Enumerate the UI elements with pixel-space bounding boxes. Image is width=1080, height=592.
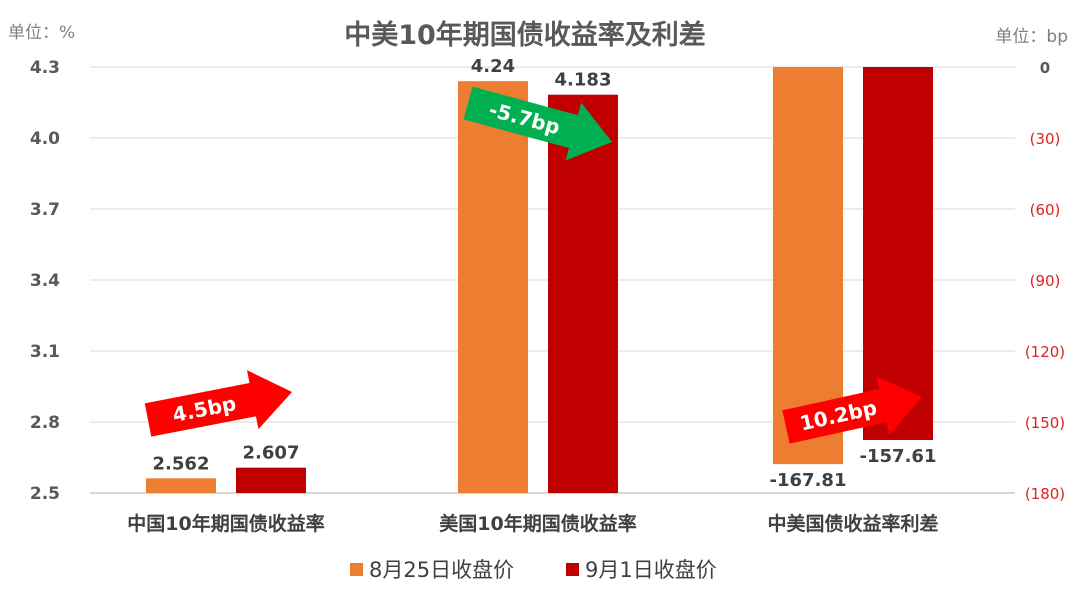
right-tick-label: (30) bbox=[1030, 130, 1061, 148]
bars bbox=[146, 67, 933, 493]
legend-label: 9月1日收盘价 bbox=[585, 558, 717, 582]
right-tick-label: (120) bbox=[1025, 343, 1065, 361]
data-label: 2.562 bbox=[153, 453, 210, 474]
legend-swatch bbox=[350, 563, 363, 576]
bar-sep1-0 bbox=[236, 467, 306, 493]
category-label: 中美国债收益率利差 bbox=[767, 512, 938, 535]
right-tick-label: (60) bbox=[1030, 201, 1061, 219]
legend-label: 8月25日收盘价 bbox=[369, 558, 514, 582]
change-arrow: 4.5bp bbox=[144, 370, 292, 437]
bar-sep1-1 bbox=[548, 94, 618, 493]
left-tick-label: 3.7 bbox=[30, 200, 60, 220]
right-tick-label: 0 bbox=[1040, 59, 1050, 77]
data-label: 4.24 bbox=[471, 56, 515, 77]
right-tick-label: (90) bbox=[1030, 272, 1061, 290]
bar-aug25-1 bbox=[458, 81, 528, 493]
right-tick-label: (180) bbox=[1025, 485, 1065, 503]
bar-aug25-2 bbox=[773, 67, 843, 465]
bar-aug25-0 bbox=[146, 478, 216, 493]
chart-title: 中美10年期国债收益率及利差 bbox=[344, 19, 706, 51]
left-tick-label: 4.0 bbox=[30, 129, 60, 149]
left-tick-label: 3.1 bbox=[30, 342, 60, 362]
arrow-shape bbox=[782, 376, 922, 444]
left-tick-label: 3.4 bbox=[30, 271, 60, 291]
category-label: 中国10年期国债收益率 bbox=[127, 512, 324, 535]
category-labels: 中国10年期国债收益率 美国10年期国债收益率 中美国债收益率利差 bbox=[127, 512, 938, 535]
arrow-shape bbox=[144, 370, 292, 437]
left-tick-label: 4.3 bbox=[30, 58, 60, 78]
right-axis-ticks: 0 (30) (60) (90) (120) (150) (180) bbox=[1025, 59, 1065, 503]
right-tick-label: (150) bbox=[1025, 414, 1065, 432]
data-labels: 2.562 2.607 4.24 4.183 -167.81 -157.61 bbox=[153, 56, 937, 491]
bar-sep1-2 bbox=[863, 67, 933, 441]
data-label: -167.81 bbox=[770, 470, 847, 491]
category-label: 美国10年期国债收益率 bbox=[439, 512, 636, 535]
left-axis-ticks: 4.3 4.0 3.7 3.4 3.1 2.8 2.5 bbox=[30, 58, 60, 504]
legend-swatch bbox=[566, 563, 579, 576]
legend: 8月25日收盘价 9月1日收盘价 bbox=[350, 558, 717, 582]
left-axis-unit: 单位：% bbox=[8, 23, 75, 43]
left-tick-label: 2.5 bbox=[30, 484, 60, 504]
arrow-shape bbox=[463, 86, 613, 161]
data-label: -157.61 bbox=[860, 446, 937, 467]
right-axis-unit: 单位：bp bbox=[995, 27, 1068, 47]
data-label: 2.607 bbox=[243, 443, 300, 464]
left-tick-label: 2.8 bbox=[30, 413, 60, 433]
data-label: 4.183 bbox=[555, 70, 612, 91]
